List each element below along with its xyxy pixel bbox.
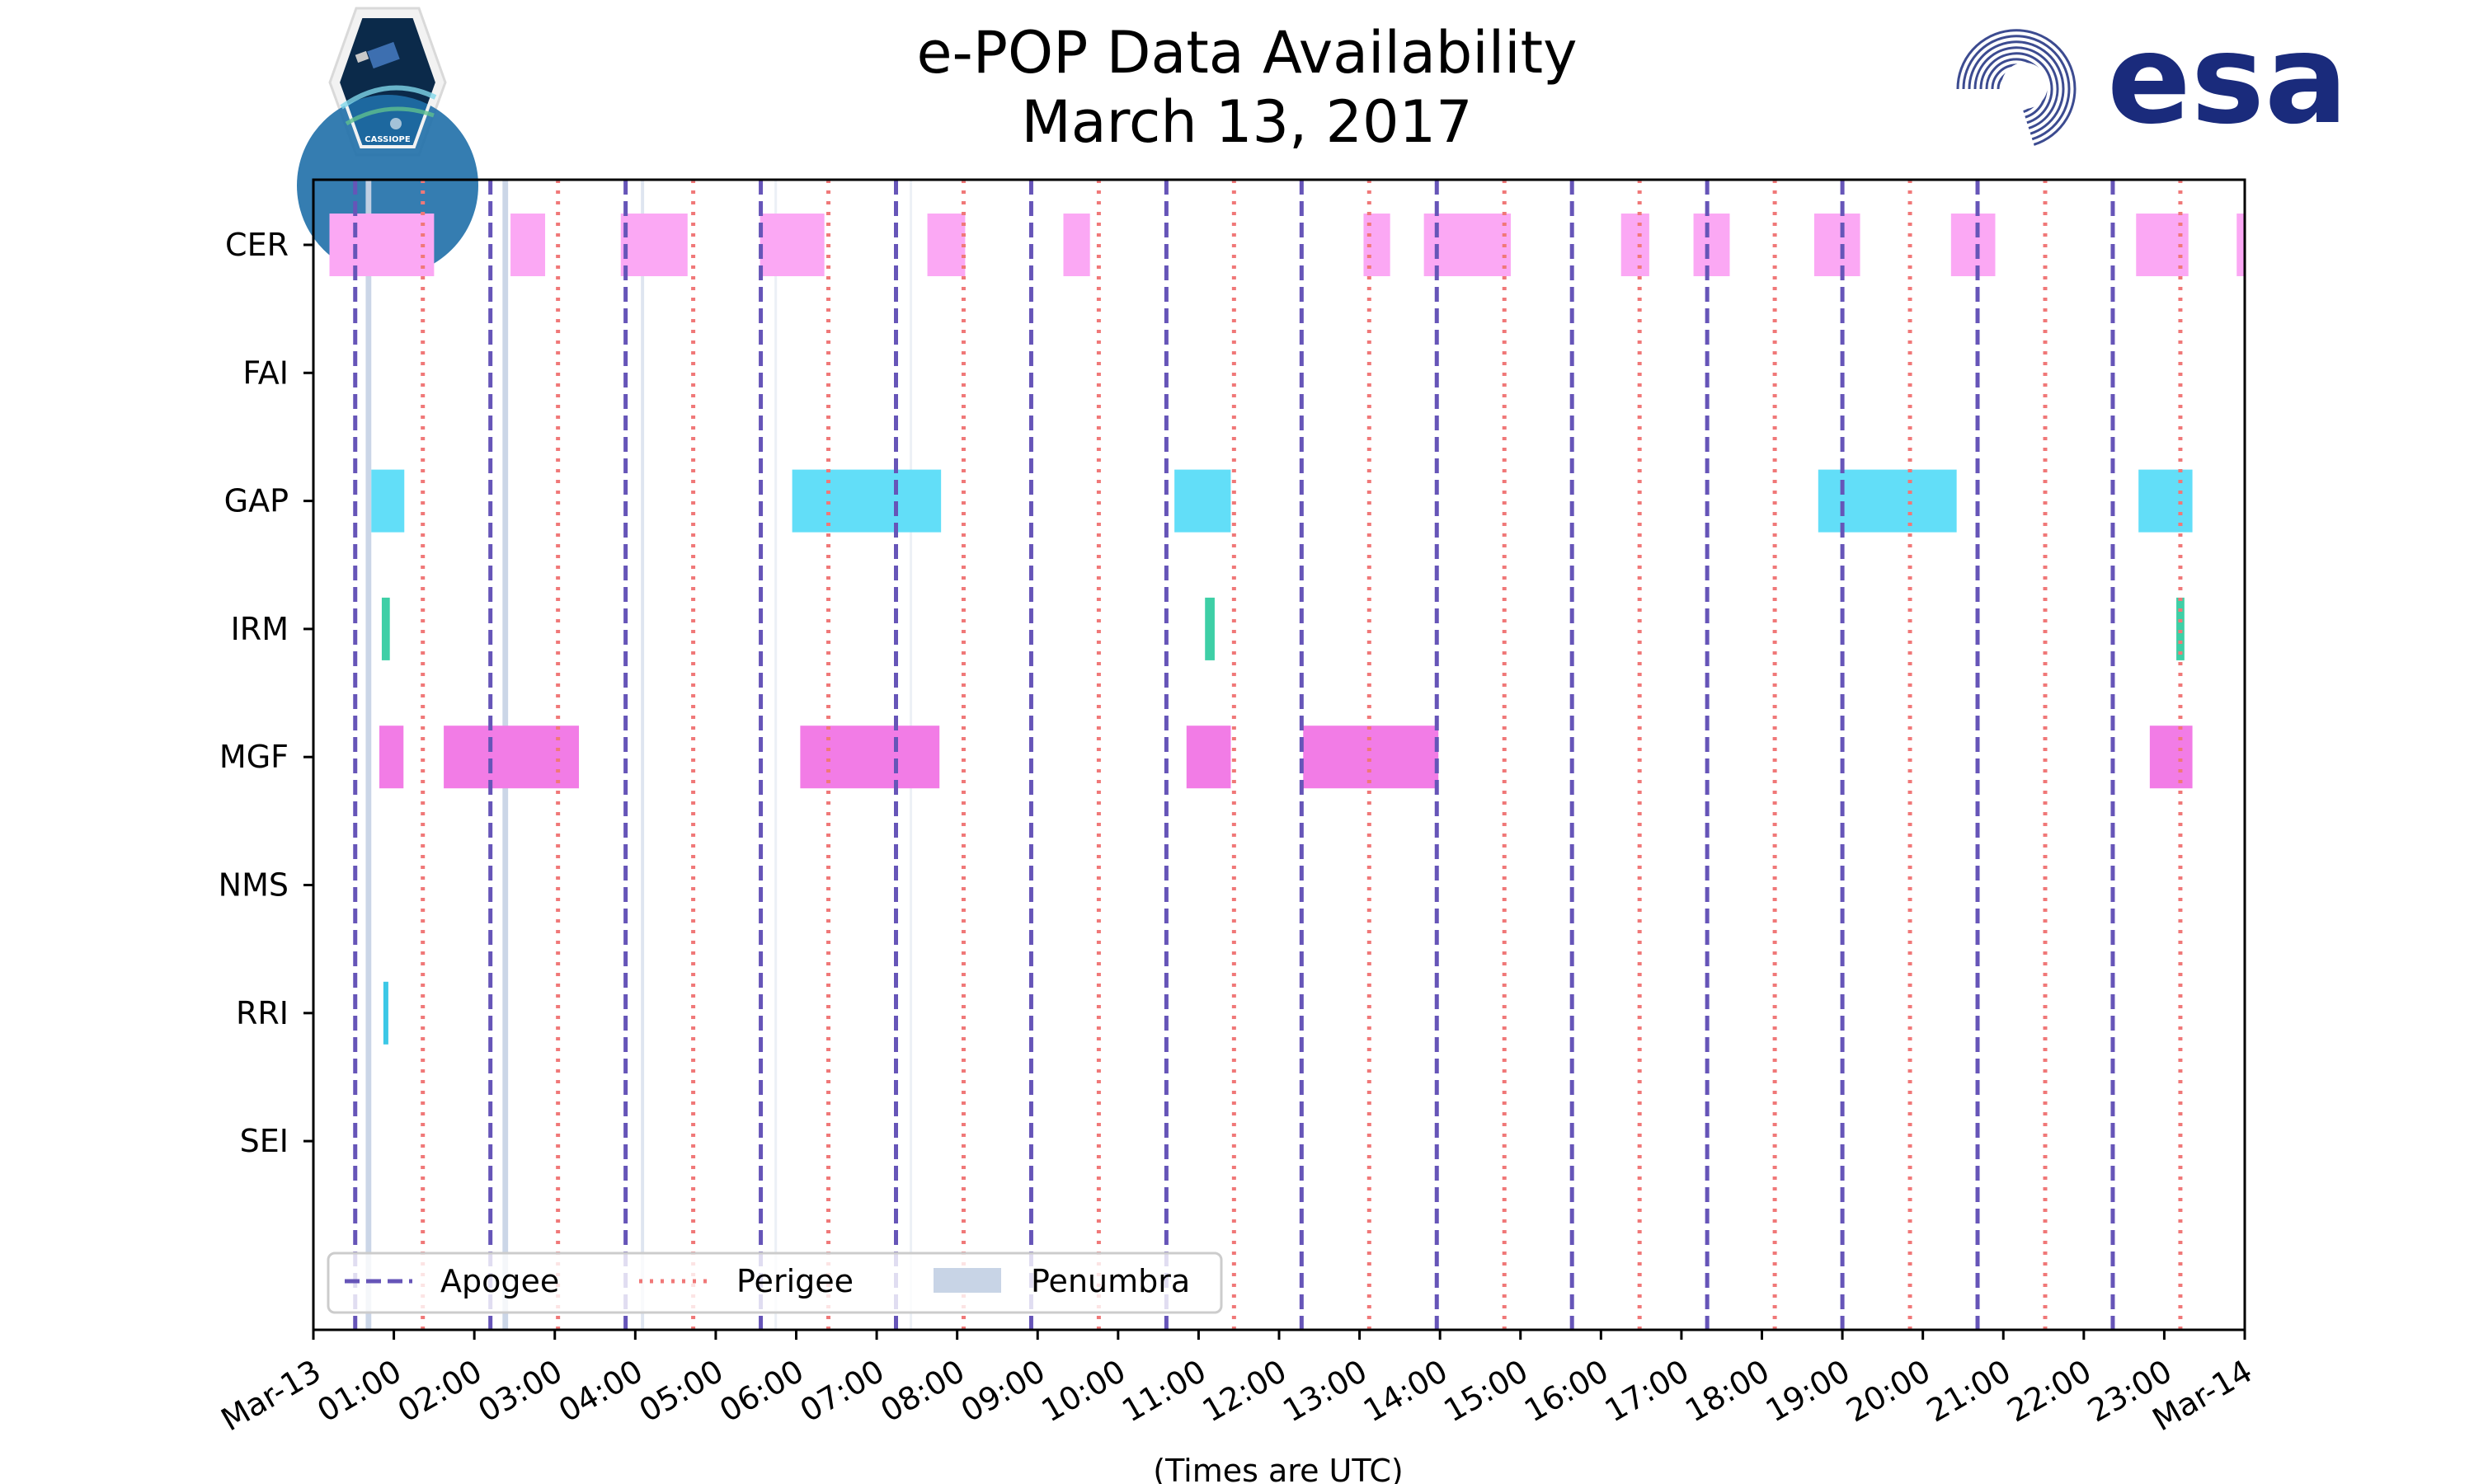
x-tick-label: 21:00: [1921, 1353, 2017, 1430]
data-bar-cer: [329, 214, 435, 276]
data-bar-mgf: [800, 726, 940, 789]
x-tick-label: 22:00: [2001, 1353, 2097, 1430]
y-tick-label-fai: FAI: [242, 355, 289, 391]
x-tick-label: 02:00: [392, 1353, 488, 1430]
y-tick-label-rri: RRI: [236, 995, 289, 1031]
esa-logo: esa: [1956, 8, 2348, 152]
esa-swirl-center: [2001, 63, 2048, 109]
y-tick-label-mgf: MGF: [219, 739, 289, 775]
x-tick-label: 13:00: [1277, 1353, 1373, 1430]
data-bar-mgf: [444, 726, 580, 789]
chart-title-line1: e-POP Data Availability: [916, 19, 1577, 87]
x-tick-label: 01:00: [311, 1353, 407, 1430]
esa-logo-text: esa: [2107, 8, 2348, 152]
data-bar-cer: [1620, 214, 1649, 276]
esa-swirl-arc: [1968, 40, 2065, 135]
data-bar-gap: [792, 469, 942, 533]
data-bar-mgf: [379, 726, 404, 789]
x-tick-label: 07:00: [794, 1353, 891, 1430]
x-tick-label: 09:00: [955, 1353, 1051, 1430]
data-bar-cer: [1063, 214, 1090, 276]
data-bar-irm: [381, 597, 390, 660]
legend-perigee-label: Perigee: [736, 1263, 854, 1299]
data-bar-mgf: [2149, 726, 2193, 789]
data-bar-cer: [620, 214, 688, 276]
x-tick-label: 05:00: [633, 1353, 730, 1430]
esa-swirl-icon: [1956, 29, 2077, 146]
data-bar-mgf: [1303, 726, 1439, 789]
legend-penumbra-swatch: [934, 1268, 1001, 1293]
data-bar-cer: [1950, 214, 1996, 276]
x-axis: Mar-1301:0002:0003:0004:0005:0006:0007:0…: [215, 1330, 2259, 1438]
y-tick-label-gap: GAP: [224, 483, 289, 519]
data-bar-irm: [1205, 597, 1215, 660]
y-tick-label-cer: CER: [225, 227, 289, 263]
x-tick-label: Mar-13: [215, 1353, 327, 1439]
orbit-lines-layer: [353, 180, 2183, 1330]
y-tick-label-nms: NMS: [219, 867, 289, 904]
x-tick-label: 12:00: [1197, 1353, 1293, 1430]
data-bar-gap: [2138, 469, 2193, 533]
y-tick-label-irm: IRM: [231, 611, 289, 647]
legend: Apogee Perigee Penumbra: [327, 1252, 1223, 1314]
x-tick-label: 16:00: [1518, 1353, 1615, 1430]
data-bar-rri: [383, 981, 388, 1045]
x-tick-label: 19:00: [1760, 1353, 1856, 1430]
data-bar-gap: [1818, 469, 1957, 533]
chart-title-line2: March 13, 2017: [1021, 88, 1472, 156]
data-bar-gap: [371, 469, 405, 533]
x-tick-label: 04:00: [553, 1353, 649, 1430]
penumbra-band: [641, 180, 645, 1330]
esa-swirl-arc: [1962, 35, 2071, 141]
x-tick-label: 11:00: [1116, 1353, 1212, 1430]
bars-layer: [329, 214, 2245, 1045]
penumbra-band: [774, 180, 778, 1330]
data-bar-cer: [510, 214, 546, 276]
legend-apogee-label: Apogee: [440, 1263, 559, 1299]
data-bar-cer: [1693, 214, 1730, 276]
data-bar-irm: [2176, 597, 2185, 660]
esa-swirl-arc: [1973, 46, 2059, 129]
esa-swirl-arc: [1956, 29, 2077, 146]
x-tick-label: 06:00: [713, 1353, 810, 1430]
x-tick-label: 20:00: [1840, 1353, 1936, 1430]
x-tick-label: 10:00: [1035, 1353, 1131, 1430]
y-tick-label-sei: SEI: [240, 1123, 289, 1159]
cassiope-logo-text: CASSIOPE: [365, 135, 411, 144]
x-tick-label: 18:00: [1679, 1353, 1776, 1430]
x-axis-label: (Times are UTC): [1153, 1453, 1403, 1484]
data-bar-cer: [760, 214, 825, 276]
x-tick-label: 14:00: [1357, 1353, 1454, 1430]
data-bar-cer: [927, 214, 966, 276]
data-bar-cer: [1813, 214, 1860, 276]
x-tick-label: 17:00: [1599, 1353, 1696, 1430]
esa-swirl-arc: [1979, 52, 2053, 124]
data-bar-gap: [1174, 469, 1231, 533]
plot-frame: [312, 178, 2246, 1331]
legend-penumbra-label: Penumbra: [1031, 1263, 1190, 1299]
data-bar-cer: [2236, 214, 2245, 276]
x-tick-label: 08:00: [874, 1353, 971, 1430]
y-axis: CER FAI GAP IRM MGF NMS RRI SEI: [219, 227, 313, 1159]
penumbra-band: [365, 180, 372, 1330]
x-tick-label: 03:00: [472, 1353, 568, 1430]
data-bar-mgf: [1186, 726, 1231, 789]
x-tick-label: 15:00: [1437, 1353, 1534, 1430]
